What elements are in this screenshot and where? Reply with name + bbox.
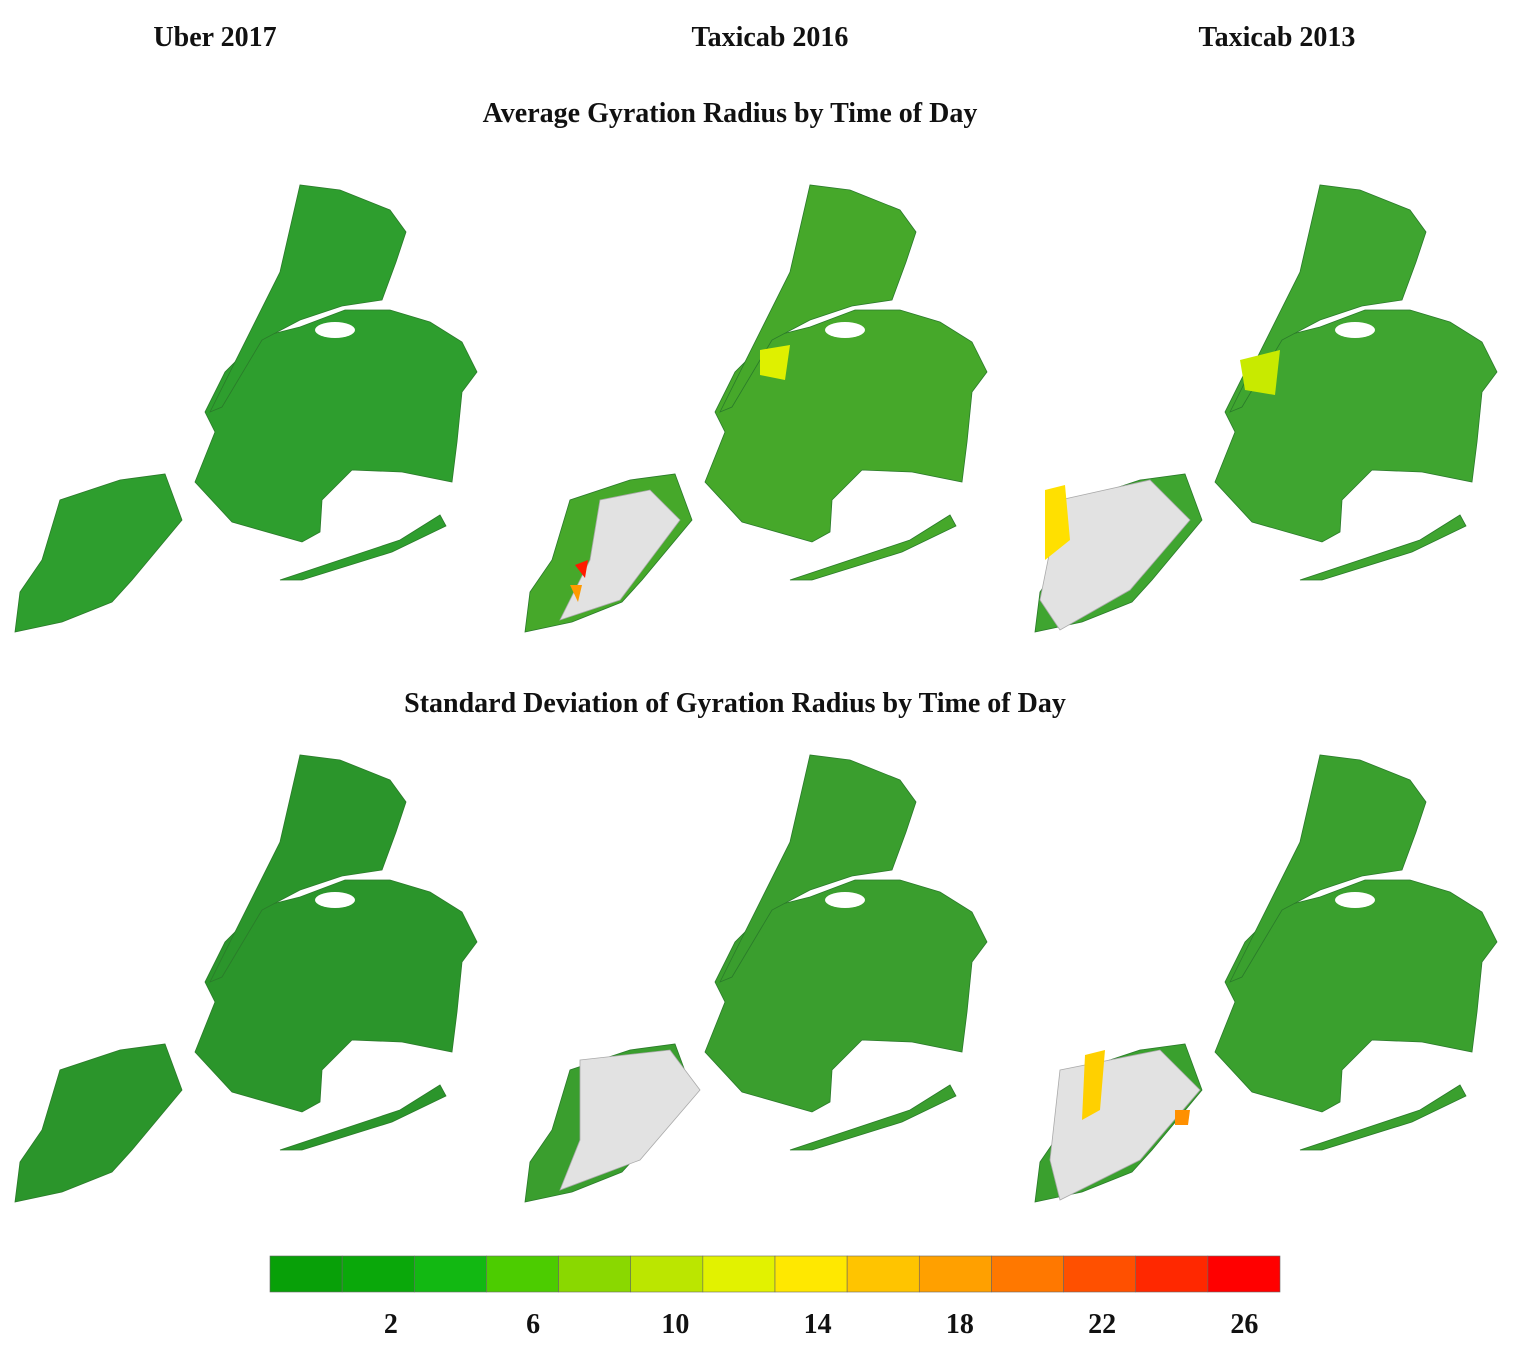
legend-bin: [341, 1255, 415, 1293]
legend-bin: [1207, 1255, 1281, 1293]
legend-bin: [918, 1255, 992, 1293]
legend-tick-label: 14: [804, 1309, 832, 1340]
legend-tick-label: 10: [661, 1309, 689, 1340]
legend-tick-label: 2: [384, 1309, 398, 1340]
legend-tick-label: 22: [1088, 1309, 1116, 1340]
missing-areas: [559, 479, 1201, 1201]
column-title: Taxicab 2016: [692, 22, 849, 53]
legend-bin: [1135, 1255, 1209, 1293]
legend-tick-label: 26: [1230, 1309, 1258, 1340]
legend-bin: [558, 1255, 632, 1293]
legend-bin: [413, 1255, 487, 1293]
legend-bin: [486, 1255, 559, 1293]
row-title: Standard Deviation of Gyration Radius by…: [404, 688, 1066, 719]
legend-bin: [1063, 1255, 1137, 1293]
legend-bin: [846, 1255, 920, 1293]
column-title: Uber 2017: [153, 22, 276, 53]
legend-bin: [630, 1255, 704, 1293]
hotspots: [570, 345, 1280, 1125]
map: [14, 754, 478, 1203]
legend-bin: [702, 1255, 776, 1293]
column-title: Taxicab 2013: [1199, 22, 1356, 53]
legend-tick-label: 18: [946, 1309, 974, 1340]
map: [14, 184, 478, 633]
legend-tick-label: 6: [526, 1309, 540, 1340]
legend-bin: [774, 1255, 848, 1293]
legend: 2 6 10 14 18 22 26: [269, 1255, 1281, 1340]
legend-bin: [991, 1255, 1064, 1293]
row-title: Average Gyration Radius by Time of Day: [483, 98, 978, 129]
legend-bin: [269, 1255, 343, 1293]
